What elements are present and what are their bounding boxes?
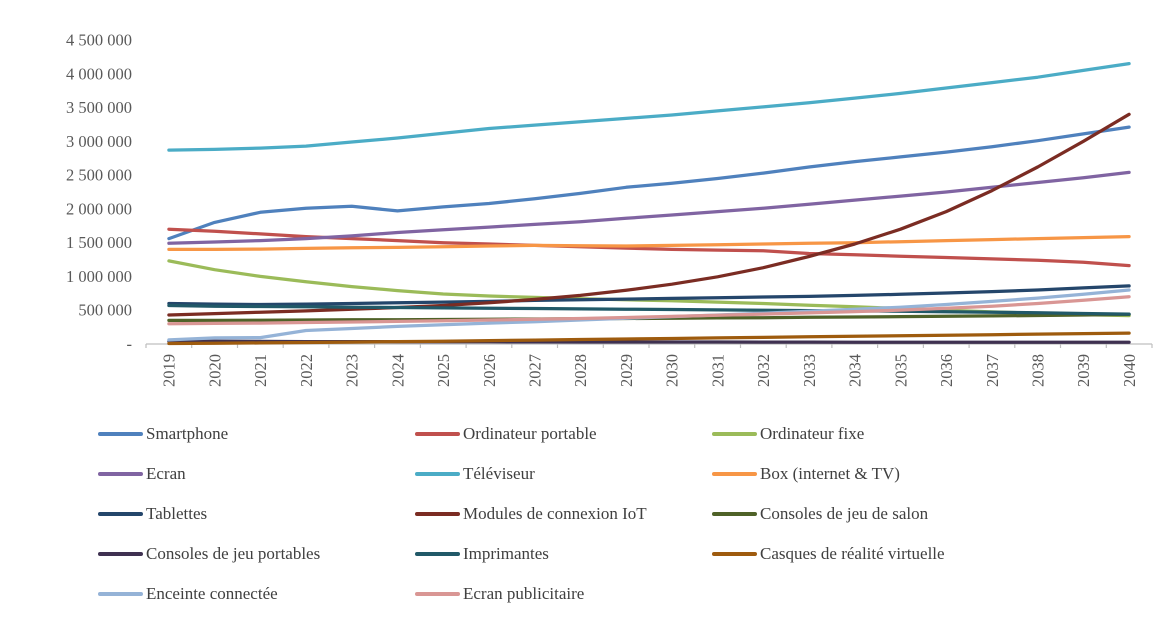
- y-axis-tick-label: 4 000 000: [66, 64, 132, 83]
- series-line-ecran[interactable]: [167, 170, 1131, 245]
- legend-marker-modules-de-connexion-iot: [415, 511, 460, 516]
- legend-item-tablettes[interactable]: Tablettes: [98, 501, 415, 526]
- x-axis-tick-label: 2020: [205, 354, 224, 387]
- x-axis-tick-label: 2040: [1120, 354, 1139, 387]
- legend-item-consoles-de-jeu-portables[interactable]: Consoles de jeu portables: [98, 541, 415, 566]
- series-line-modules-de-connexion-iot[interactable]: [167, 112, 1131, 317]
- legend-item-televiseur[interactable]: Téléviseur: [415, 461, 712, 486]
- legend-label: Téléviseur: [463, 464, 535, 483]
- legend-marker-enceinte-connectee: [98, 591, 143, 596]
- y-axis-tick-label: -: [127, 335, 133, 354]
- legend-label: Consoles de jeu portables: [146, 544, 321, 563]
- legend-item-casques-de-realite-virtuelle[interactable]: Casques de réalité virtuelle: [712, 541, 1168, 566]
- x-axis-tick-label: 2029: [617, 354, 636, 387]
- legend-label: Ecran: [146, 464, 186, 483]
- legend-label: Ordinateur fixe: [760, 424, 865, 443]
- x-axis-tick-label: 2027: [525, 354, 544, 387]
- legend-item-modules-de-connexion-iot[interactable]: Modules de connexion IoT: [415, 501, 712, 526]
- x-axis-tick-label: 2024: [388, 354, 407, 387]
- x-axis-tick-label: 2028: [571, 354, 590, 387]
- x-axis-tick-label: 2039: [1074, 354, 1093, 387]
- legend-label: Enceinte connectée: [146, 584, 278, 603]
- legend-marker-ecran: [98, 471, 143, 476]
- x-axis-tick-label: 2035: [891, 354, 910, 387]
- x-axis-tick-label: 2023: [343, 354, 362, 387]
- y-axis-tick-label: 500 000: [78, 301, 132, 320]
- series-line-casques-de-realite-virtuelle[interactable]: [167, 331, 1131, 346]
- x-axis-tick-label: 2036: [937, 354, 956, 387]
- x-axis-tick-label: 2033: [800, 354, 819, 387]
- series-line-ecran-publicitaire[interactable]: [167, 295, 1131, 326]
- series-line-box-internet-tv[interactable]: [167, 234, 1131, 252]
- x-axis-tick-label: 2032: [754, 354, 773, 387]
- legend-marker-televiseur: [415, 471, 460, 476]
- y-axis-tick-label: 1 500 000: [66, 233, 132, 252]
- x-axis-tick-label: 2034: [846, 354, 865, 387]
- legend-marker-box-internet-tv: [712, 471, 757, 476]
- y-axis-tick-label: 2 500 000: [66, 166, 132, 185]
- x-axis-tick-label: 2025: [434, 354, 453, 387]
- series-line-tablettes[interactable]: [167, 284, 1131, 307]
- legend-item-enceinte-connectee[interactable]: Enceinte connectée: [98, 581, 415, 606]
- x-axis-tick-label: 2030: [663, 354, 682, 387]
- legend-marker-consoles-de-jeu-de-salon: [712, 511, 757, 516]
- y-axis-tick-label: 1 000 000: [66, 267, 132, 286]
- legend-marker-imprimantes: [415, 551, 460, 556]
- legend-marker-ordinateur-portable: [415, 431, 460, 436]
- legend-label: Imprimantes: [463, 544, 549, 563]
- y-axis-tick-label: 2 000 000: [66, 199, 132, 218]
- legend-marker-smartphone: [98, 431, 143, 436]
- x-axis-tick-label: 2038: [1028, 354, 1047, 387]
- legend-label: Box (internet & TV): [760, 464, 900, 483]
- legend-marker-tablettes: [98, 511, 143, 516]
- x-axis-tick-label: 2019: [160, 354, 179, 387]
- series-line-imprimantes[interactable]: [167, 303, 1131, 316]
- legend-label: Modules de connexion IoT: [463, 504, 647, 523]
- y-axis-tick-label: 3 500 000: [66, 98, 132, 117]
- legend-marker-ordinateur-fixe: [712, 431, 757, 436]
- legend-label: Consoles de jeu de salon: [760, 504, 929, 523]
- legend-item-imprimantes[interactable]: Imprimantes: [415, 541, 712, 566]
- y-axis-tick-label: 4 500 000: [66, 31, 132, 50]
- legend-item-ecran-publicitaire[interactable]: Ecran publicitaire: [415, 581, 712, 606]
- legend-item-ordinateur-fixe[interactable]: Ordinateur fixe: [712, 421, 1168, 446]
- legend-item-ecran[interactable]: Ecran: [98, 461, 415, 486]
- legend-item-consoles-de-jeu-de-salon[interactable]: Consoles de jeu de salon: [712, 501, 1168, 526]
- legend-label: Tablettes: [146, 504, 208, 523]
- x-axis-tick-label: 2026: [480, 354, 499, 387]
- x-axis-tick-label: 2037: [983, 354, 1002, 387]
- series-line-televiseur[interactable]: [167, 61, 1131, 152]
- legend-marker-ecran-publicitaire: [415, 591, 460, 596]
- legend-label: Ordinateur portable: [463, 424, 597, 443]
- legend-item-smartphone[interactable]: Smartphone: [98, 421, 415, 446]
- legend-label: Ecran publicitaire: [463, 584, 585, 603]
- series-line-smartphone[interactable]: [167, 125, 1131, 241]
- legend-item-ordinateur-portable[interactable]: Ordinateur portable: [415, 421, 712, 446]
- y-axis-tick-label: 3 000 000: [66, 132, 132, 151]
- legend-label: Casques de réalité virtuelle: [760, 544, 945, 563]
- x-axis-tick-label: 2021: [251, 354, 270, 387]
- chart-legend: Smartphone Ordinateur portable Ordinateur …: [0, 421, 1168, 606]
- legend-marker-consoles-de-jeu-portables: [98, 551, 143, 556]
- legend-item-box-internet-tv[interactable]: Box (internet & TV): [712, 461, 1168, 486]
- x-axis-tick-label: 2031: [708, 354, 727, 387]
- line-chart: - 500 000 1 000 000 1 500 000 2 000 000 2 500…: [66, 31, 1153, 387]
- x-axis-tick-label: 2022: [297, 354, 316, 387]
- legend-marker-casques-de-realite-virtuelle: [712, 551, 757, 556]
- legend-label: Smartphone: [146, 424, 229, 443]
